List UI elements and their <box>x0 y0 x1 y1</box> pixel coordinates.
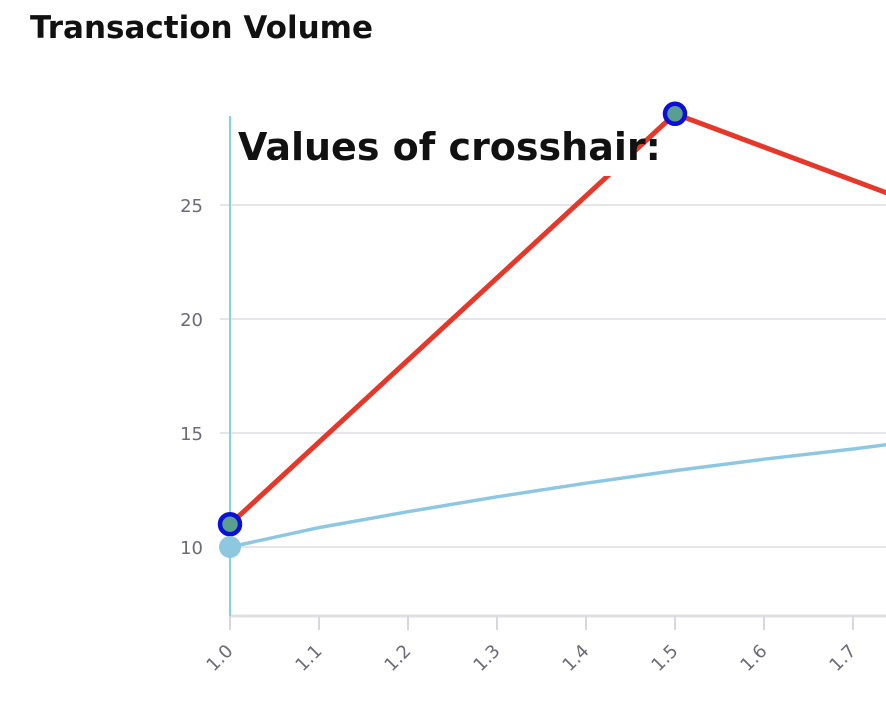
grid-lines <box>220 204 886 548</box>
x-tick-label: 1.1 <box>291 641 326 676</box>
series-marker <box>219 536 241 558</box>
x-tick-label: 1.2 <box>380 641 415 676</box>
x-tick-label: 1.0 <box>202 641 237 676</box>
y-tick-label: 25 <box>180 196 203 217</box>
series-marker <box>217 511 243 537</box>
y-axis: 10 15 20 25 <box>180 196 203 559</box>
x-tick-label: 1.6 <box>736 641 771 676</box>
y-tick-label: 10 <box>180 538 203 559</box>
markers-group <box>217 101 688 558</box>
series-line-1 <box>228 442 886 549</box>
x-tick-label: 1.3 <box>469 641 504 676</box>
crosshair-title: Values of crosshair: <box>238 125 661 169</box>
series-marker <box>662 101 688 127</box>
series-group <box>227 111 886 549</box>
page-title: Transaction Volume <box>30 10 373 46</box>
y-tick-label: 15 <box>180 424 203 445</box>
x-axis: 1.0 1.1 1.2 1.3 1.4 1.5 1.6 1.7 <box>202 614 886 676</box>
x-tick-label: 1.4 <box>558 641 593 676</box>
crosshair-title-bg <box>236 122 636 176</box>
y-tick-label: 20 <box>180 310 203 331</box>
x-tick-label: 1.5 <box>647 641 682 676</box>
crosshair-overlay: Values of crosshair: <box>236 122 661 176</box>
x-tick-label: 1.7 <box>825 641 860 676</box>
